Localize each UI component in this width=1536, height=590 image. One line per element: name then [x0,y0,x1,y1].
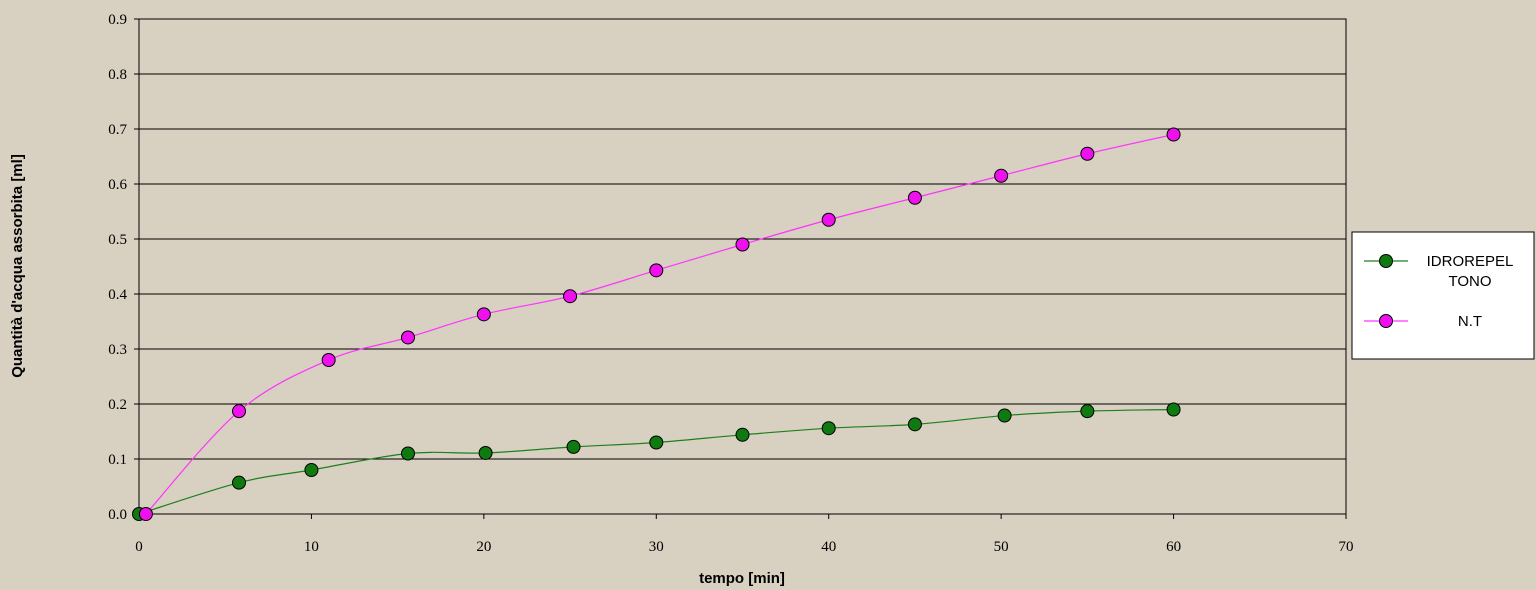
y-tick-label: 0.7 [108,122,127,138]
y-tick-label: 0.4 [108,287,127,303]
data-point [138,507,153,521]
data-point [232,475,247,490]
data-point [997,408,1012,423]
data-point [566,439,581,454]
data-point [907,417,922,432]
series-1 [138,127,1181,521]
data-point [321,353,336,367]
x-axis-title: tempo [min] [699,570,785,587]
data-point [478,445,493,460]
y-tick-label: 0.2 [108,397,127,413]
data-point [735,427,750,442]
x-tick-label: 70 [1339,539,1354,555]
y-tick-label: 0.8 [108,67,127,83]
data-point [1166,127,1181,142]
legend-marker [1379,314,1393,328]
data-point [821,212,836,227]
x-tick-label: 60 [1166,539,1181,555]
legend-marker [1379,254,1393,268]
data-point [400,330,415,345]
data-point [649,435,664,450]
data-point [1080,146,1095,161]
x-tick-label: 50 [994,539,1009,555]
legend-item: IDROREPEL TONO [1364,253,1513,290]
x-tick-label: 30 [649,539,664,555]
y-tick-label: 0.1 [108,452,127,468]
legend: IDROREPEL TONO N.T [1351,231,1535,360]
x-tick-label: 20 [476,539,491,555]
y-tick-label: 0.0 [108,507,127,523]
data-point [400,446,415,461]
x-tick-label: 40 [821,539,836,555]
data-point [476,307,491,322]
data-point [821,421,836,436]
data-point [1080,404,1095,419]
legend-item: N.T [1364,313,1482,330]
x-tick-label: 0 [135,539,143,555]
x-tick-labels: 0 10 20 30 40 50 60 70 [135,539,1353,555]
data-point [304,463,319,477]
series-group [132,127,1181,521]
data-point [649,263,664,278]
data-point [735,237,750,252]
data-point [994,168,1009,183]
y-tick-label: 0.9 [108,12,127,28]
legend-box [1351,231,1535,360]
series-0 [132,402,1181,521]
x-tick-label: 10 [304,539,319,555]
legend-label: IDROREPEL [1427,253,1514,270]
y-tick-label: 0.5 [108,232,127,248]
data-point [232,404,247,419]
y-axis-title: Quantità d'acqua assorbita [ml] [9,154,26,378]
legend-label: TONO [1448,273,1491,290]
data-point [563,289,578,304]
y-tick-label: 0.3 [108,342,127,358]
data-point [1166,402,1181,417]
y-tick-labels: 0.0 0.1 0.2 0.3 0.4 0.5 0.6 0.7 0.8 0.9 [108,12,127,523]
y-tick-label: 0.6 [108,177,127,193]
data-point [907,190,922,205]
legend-label: N.T [1458,313,1482,330]
